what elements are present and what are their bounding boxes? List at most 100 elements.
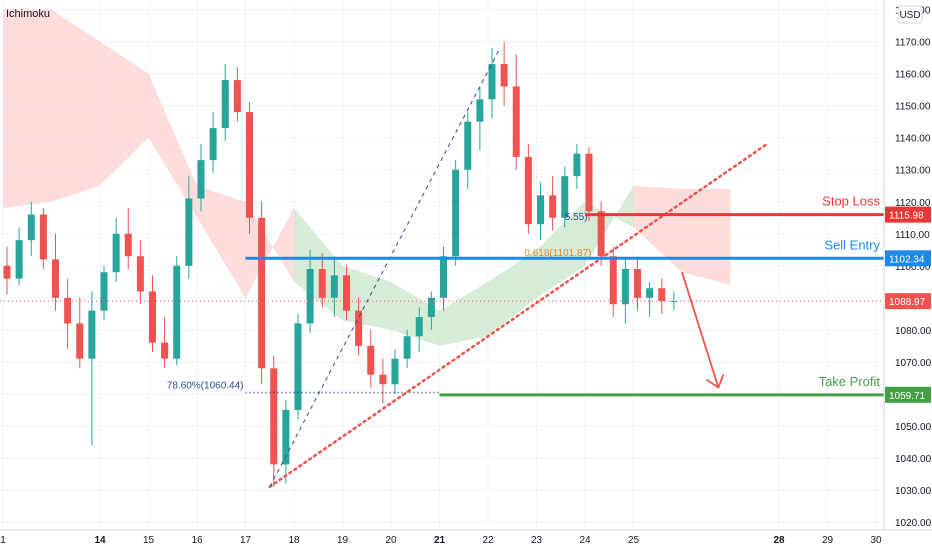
price-axis[interactable]: 1020.001030.001040.001050.001060.001070.… xyxy=(883,0,932,550)
cloud-segment xyxy=(342,265,391,330)
candle-body xyxy=(27,214,35,241)
candle-body xyxy=(294,323,302,410)
candle-body xyxy=(464,121,472,170)
candle-body xyxy=(185,198,193,266)
candle-body xyxy=(646,288,654,298)
price-tick-label: 1030.00 xyxy=(895,486,932,497)
grid-layer xyxy=(0,0,884,530)
price-axis-bg xyxy=(884,0,932,550)
candle-body xyxy=(209,128,217,161)
time-axis-bg xyxy=(0,530,932,550)
candle-body xyxy=(367,345,375,375)
candle-body xyxy=(500,64,508,87)
time-tick-label: 19 xyxy=(337,535,349,546)
candle-body xyxy=(427,297,435,318)
candle-body xyxy=(524,156,532,225)
candle-body xyxy=(306,269,314,324)
price-tick-label: 1100.00 xyxy=(895,262,931,273)
cloud-segment xyxy=(197,185,246,298)
price-badge-label: 1059.71 xyxy=(889,391,926,402)
candle-body xyxy=(246,112,253,218)
candle-body xyxy=(621,269,629,305)
level-label-sell-entry: Sell Entry xyxy=(824,237,880,252)
price-tick-label: 1050.00 xyxy=(895,422,932,433)
time-tick-label: 22 xyxy=(482,535,494,546)
time-tick-label: 17 xyxy=(240,535,252,546)
candle-body xyxy=(379,374,387,385)
price-badge xyxy=(885,206,931,223)
candles-layer xyxy=(3,41,678,487)
currency-label: USD xyxy=(899,10,920,21)
fib-retracement-line xyxy=(269,47,501,487)
currency-button[interactable]: USD xyxy=(897,5,923,24)
candle-body xyxy=(476,99,484,122)
price-tick-label: 1070.00 xyxy=(895,358,932,369)
cloud-segment xyxy=(294,208,343,321)
candle-body xyxy=(355,310,363,346)
time-tick-label: 15 xyxy=(143,535,155,546)
time-tick-label: 29 xyxy=(822,535,834,546)
cloud-segment xyxy=(439,281,488,346)
candle-body xyxy=(634,269,641,298)
price-badge xyxy=(885,293,931,310)
time-axis[interactable]: 1 14 15 16 17 18 19 20 21 22 23 24 25 28 29 30 xyxy=(0,529,932,550)
price-tick-label: 1160.00 xyxy=(895,70,931,81)
candle-body xyxy=(282,409,290,465)
price-badge-label: 1088.97 xyxy=(889,297,926,308)
price-tick-label: 1150.00 xyxy=(895,102,931,113)
candle-body xyxy=(100,272,108,311)
candle-body xyxy=(658,288,666,302)
time-tick-label: 20 xyxy=(385,535,397,546)
cloud-segment xyxy=(536,201,585,298)
time-tick-label: 23 xyxy=(531,535,543,546)
candle-body xyxy=(452,169,460,257)
candle-body xyxy=(76,323,84,359)
price-tick-label: 1040.00 xyxy=(895,454,932,465)
time-tick-label: 21 xyxy=(434,535,446,546)
time-tick-label: 24 xyxy=(579,535,591,546)
price-tick-label: 1110.00 xyxy=(895,230,930,241)
price-tick-label: 1140.00 xyxy=(895,134,931,145)
candle-body xyxy=(488,64,496,100)
cloud-segment xyxy=(51,9,100,202)
candle-body xyxy=(64,297,72,324)
candle-body xyxy=(258,217,266,369)
candle-body xyxy=(415,317,423,337)
projection-arrow-head xyxy=(705,374,725,389)
cloud-segment xyxy=(633,185,682,273)
price-badge-label: 1102.34 xyxy=(889,254,925,265)
time-tick-label: 14 xyxy=(94,535,106,546)
time-tick-label: 30 xyxy=(870,535,882,546)
candle-body xyxy=(173,265,181,359)
candle-body xyxy=(670,301,678,303)
candle-body xyxy=(585,153,593,212)
candle-body xyxy=(343,275,350,311)
cloud-segment xyxy=(3,9,52,209)
fib-786-label: 78.60%(1060.44) xyxy=(167,380,244,391)
time-tick-label: 16 xyxy=(191,535,203,546)
time-tick-label: 18 xyxy=(288,535,300,546)
candle-body xyxy=(233,80,241,113)
candle-body xyxy=(609,256,617,305)
candle-body xyxy=(136,256,144,292)
cloud-segment xyxy=(391,281,440,346)
fib-partial-label: 5.55) xyxy=(565,212,588,223)
candle-body xyxy=(440,256,447,298)
price-tick-label: 1170.00 xyxy=(895,38,931,49)
level-label-take-profit: Take Profit xyxy=(819,374,881,389)
fib-618-label: 0.618(1101.87) xyxy=(524,248,591,259)
price-tick-label: 1120.00 xyxy=(895,198,931,209)
price-tick-label: 1080.00 xyxy=(895,326,932,337)
cloud-segment xyxy=(682,188,731,286)
candle-body xyxy=(573,153,581,177)
candle-body xyxy=(597,211,605,257)
candle-body xyxy=(270,368,278,465)
price-badge-label: 1115.98 xyxy=(889,211,924,222)
candle-body xyxy=(161,342,169,359)
cloud-segment xyxy=(148,73,197,218)
indicator-label[interactable]: Ichimoku xyxy=(6,8,50,20)
candle-body xyxy=(39,214,47,260)
candle-body xyxy=(221,80,229,129)
